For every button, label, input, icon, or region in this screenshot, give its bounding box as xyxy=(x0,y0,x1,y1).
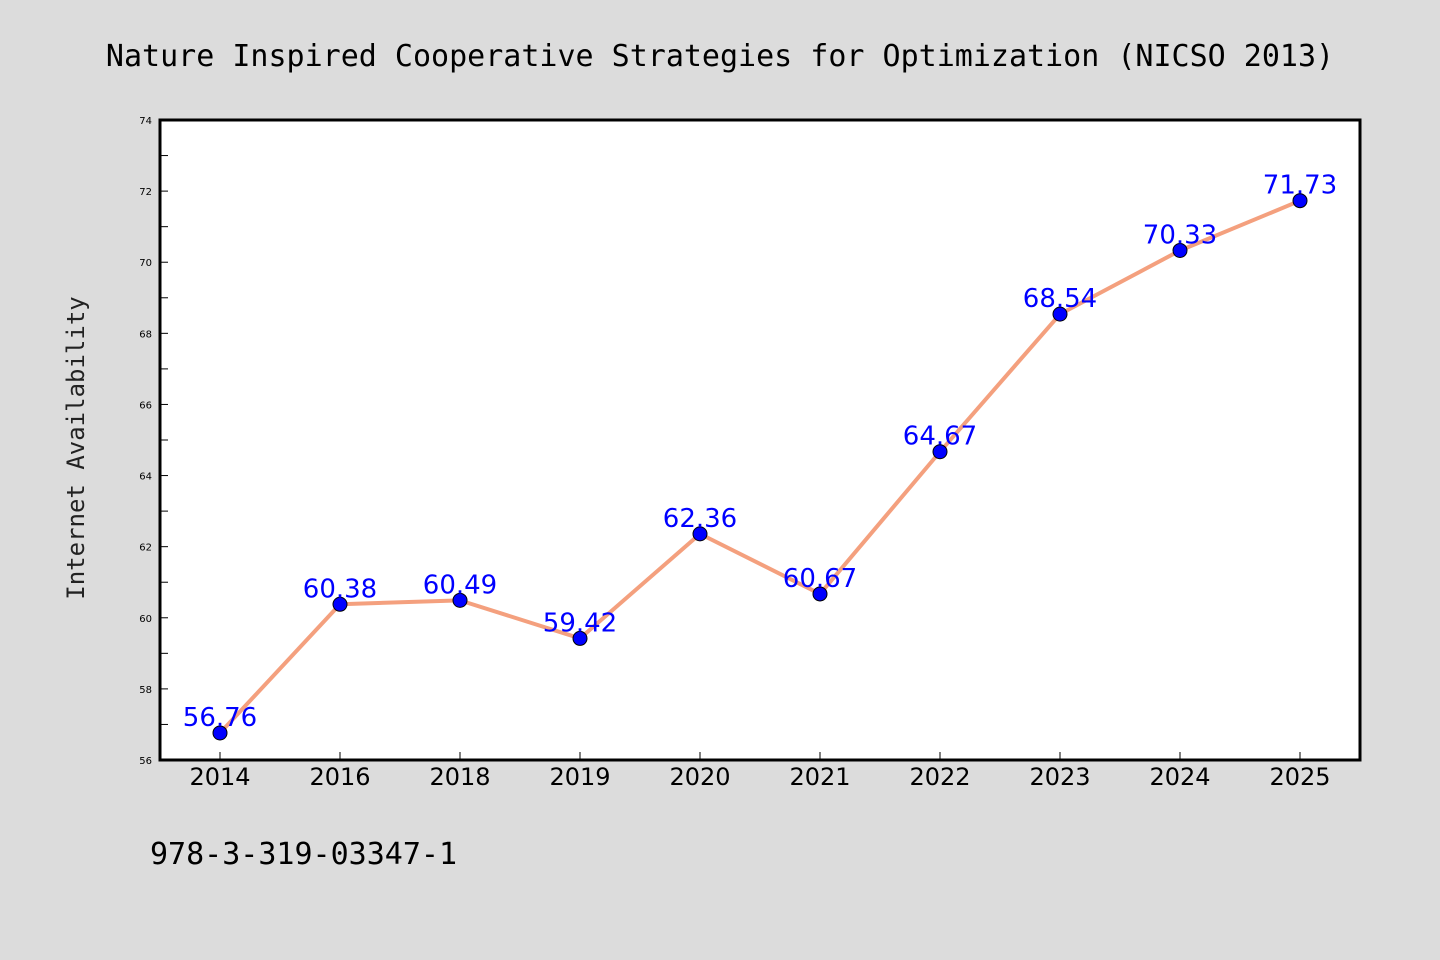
data-point xyxy=(452,592,468,608)
y-tick-label: 72 xyxy=(139,187,152,198)
y-tick-label: 64 xyxy=(139,472,152,483)
x-tick-label: 2023 xyxy=(1029,763,1090,791)
y-axis-label: Internet Availability xyxy=(62,296,90,599)
x-tick-label: 2025 xyxy=(1269,763,1330,791)
data-point xyxy=(1172,242,1188,258)
x-tick-label: 2021 xyxy=(789,763,850,791)
x-tick-label: 2016 xyxy=(309,763,370,791)
data-label: 71.73 xyxy=(1263,171,1337,201)
data-point xyxy=(332,596,348,612)
x-tick-label: 2019 xyxy=(549,763,610,791)
plot-area xyxy=(158,118,1362,762)
data-label: 64.67 xyxy=(903,422,977,452)
data-point xyxy=(812,586,828,602)
data-label: 59.42 xyxy=(543,608,617,638)
y-tick-label: 56 xyxy=(139,756,152,767)
x-tick-label: 2024 xyxy=(1149,763,1210,791)
data-label: 60.38 xyxy=(303,574,377,604)
y-tick-label: 74 xyxy=(139,116,152,127)
y-tick-label: 66 xyxy=(139,400,152,411)
data-label: 68.54 xyxy=(1023,284,1097,314)
x-tick-label: 2018 xyxy=(429,763,490,791)
x-tick-label: 2022 xyxy=(909,763,970,791)
data-label: 60.49 xyxy=(423,570,497,600)
y-tick-label: 62 xyxy=(139,543,152,554)
y-tick-label: 68 xyxy=(139,329,152,340)
series-layer: 56.76 60.38 60.49 59.42 62.36 60.67 64.67 68.54… xyxy=(183,171,1337,741)
data-point xyxy=(692,526,708,542)
data-label: 70.33 xyxy=(1143,220,1217,250)
data-label: 60.67 xyxy=(783,564,857,594)
data-point xyxy=(212,725,228,741)
chart-title: Nature Inspired Cooperative Strategies f… xyxy=(106,39,1334,74)
x-axis-ticks: 2014 2016 2018 2019 2020 2021 2022 2023 2024 2025 xyxy=(189,752,1331,791)
y-tick-label: 58 xyxy=(139,685,152,696)
y-tick-label: 60 xyxy=(139,614,152,625)
y-axis-ticks: 56 58 60 62 64 66 68 70 72 74 xyxy=(139,116,168,767)
data-point xyxy=(932,444,948,460)
data-label: 62.36 xyxy=(663,504,737,534)
x-tick-label: 2020 xyxy=(669,763,730,791)
footer-isbn: 978-3-319-03347-1 xyxy=(150,837,457,872)
data-label: 56.76 xyxy=(183,703,257,733)
series-line xyxy=(218,198,1302,735)
x-tick-label: 2014 xyxy=(189,763,250,791)
data-point xyxy=(1292,193,1308,209)
y-tick-label: 70 xyxy=(139,258,152,269)
data-point xyxy=(572,630,588,646)
data-point xyxy=(1052,306,1068,322)
